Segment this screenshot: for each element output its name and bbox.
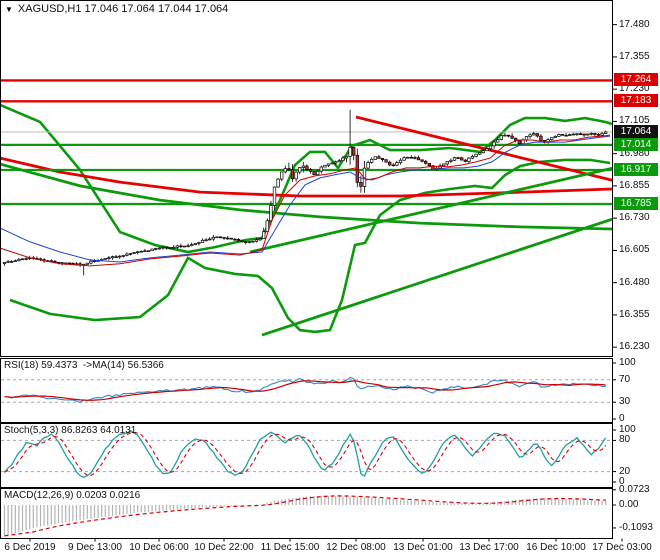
time-axis-label: 13 Dec 17:00 [459, 542, 519, 553]
time-axis-label: 17 Dec 03:00 [592, 542, 652, 553]
price-tick-label: 17.230 [619, 83, 650, 95]
stoch-scale-label: 0 [619, 476, 625, 487]
price-tick-label: 16.480 [619, 276, 650, 288]
price-line-badge: 16.917 [614, 162, 658, 176]
price-tick-label: 16.980 [619, 147, 650, 159]
macd-panel[interactable] [0, 488, 613, 539]
price-line-badge: 17.183 [614, 94, 658, 108]
stoch-panel[interactable] [0, 423, 613, 488]
stoch-scale-label: 80 [619, 434, 631, 446]
rsi-scale-label: 30 [619, 396, 631, 408]
rsi-scale-label: 100 [619, 357, 636, 368]
price-tick-label: 16.855 [619, 179, 650, 191]
price-line-badge: 16.785 [614, 196, 658, 210]
time-axis-label: 6 Dec 2019 [4, 542, 56, 553]
time-axis-label: 11 Dec 15:00 [260, 542, 320, 553]
macd-scale-label: 0.0723 [619, 483, 650, 495]
rsi-scale-label: 70 [619, 373, 631, 385]
price-tick-label: 17.480 [619, 18, 650, 30]
time-axis-label: 12 Dec 08:00 [326, 542, 386, 553]
price-tick-label: 16.355 [619, 308, 650, 320]
price-tick-label: 16.730 [619, 212, 650, 224]
time-axis-label: 10 Dec 22:00 [194, 542, 254, 553]
rsi-scale-label: 0 [619, 413, 625, 424]
price-tick-label: 16.230 [619, 341, 650, 353]
price-tick-label: 16.605 [619, 244, 650, 256]
macd-scale-label: 0.00 [619, 499, 639, 510]
price-line-badge: 17.064 [614, 125, 658, 138]
time-axis-label: 13 Dec 01:00 [393, 542, 453, 553]
time-axis-label: 16 Dec 10:00 [526, 542, 586, 553]
stoch-scale-label: 20 [619, 465, 631, 477]
price-line-badge: 17.264 [614, 73, 658, 87]
rsi-panel[interactable] [0, 358, 613, 423]
price-tick-label: 17.105 [619, 115, 650, 127]
time-axis-label: 9 Dec 13:00 [68, 542, 122, 553]
macd-scale-label: -0.1093 [619, 521, 653, 533]
main-chart-panel[interactable] [0, 0, 613, 357]
price-tick-label: 17.355 [619, 50, 650, 62]
time-axis-label: 10 Dec 06:00 [129, 542, 189, 553]
price-line-badge: 17.014 [614, 137, 658, 151]
stoch-scale-label: 100 [619, 424, 636, 435]
